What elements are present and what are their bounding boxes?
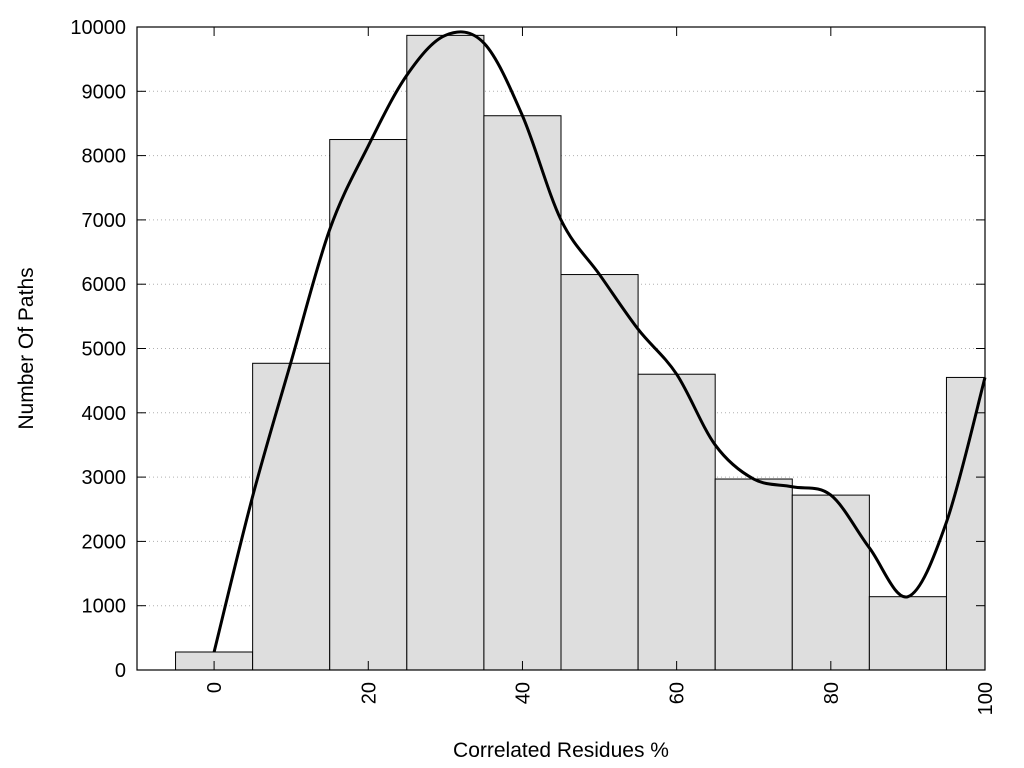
histogram-bar [868, 596, 947, 671]
y-tick-label: 3000 [82, 467, 127, 489]
histogram-bar [945, 376, 986, 671]
histogram-bars [175, 34, 986, 671]
histogram-bar [791, 494, 870, 671]
histogram-bar [714, 478, 793, 671]
histogram-bar [329, 139, 408, 671]
y-axis-ticks: 0 1000 2000 3000 4000 5000 6000 7000 8000 9000 100… [70, 17, 985, 682]
y-tick-label: 4000 [82, 403, 127, 425]
x-axis-ticks: 0 20 40 60 80 100 [204, 27, 997, 715]
y-tick-label: 0 [115, 660, 126, 682]
y-tick-label: 5000 [82, 339, 127, 361]
x-tick-label: 100 [975, 682, 997, 715]
x-axis-title: Correlated Residues % [453, 739, 669, 762]
y-tick-label: 8000 [82, 146, 127, 168]
y-tick-label: 6000 [82, 274, 127, 296]
x-tick-label: 60 [667, 682, 689, 704]
y-tick-label: 10000 [70, 17, 126, 39]
x-tick-label: 40 [512, 682, 534, 704]
y-tick-label: 7000 [82, 210, 127, 232]
histogram-bar [406, 34, 485, 671]
y-tick-label: 9000 [82, 81, 127, 103]
y-tick-label: 2000 [82, 531, 127, 553]
histogram-bar [252, 362, 331, 671]
histogram-bar [483, 115, 562, 671]
y-axis-title: Number Of Paths [15, 267, 38, 429]
histogram-bar [637, 373, 716, 671]
histogram-bar [560, 274, 639, 671]
density-curve [212, 30, 987, 653]
density-curve-line [212, 30, 987, 653]
x-tick-label: 80 [821, 682, 843, 704]
x-tick-label: 0 [204, 682, 226, 693]
y-tick-label: 1000 [82, 596, 127, 618]
x-tick-label: 20 [358, 682, 380, 704]
